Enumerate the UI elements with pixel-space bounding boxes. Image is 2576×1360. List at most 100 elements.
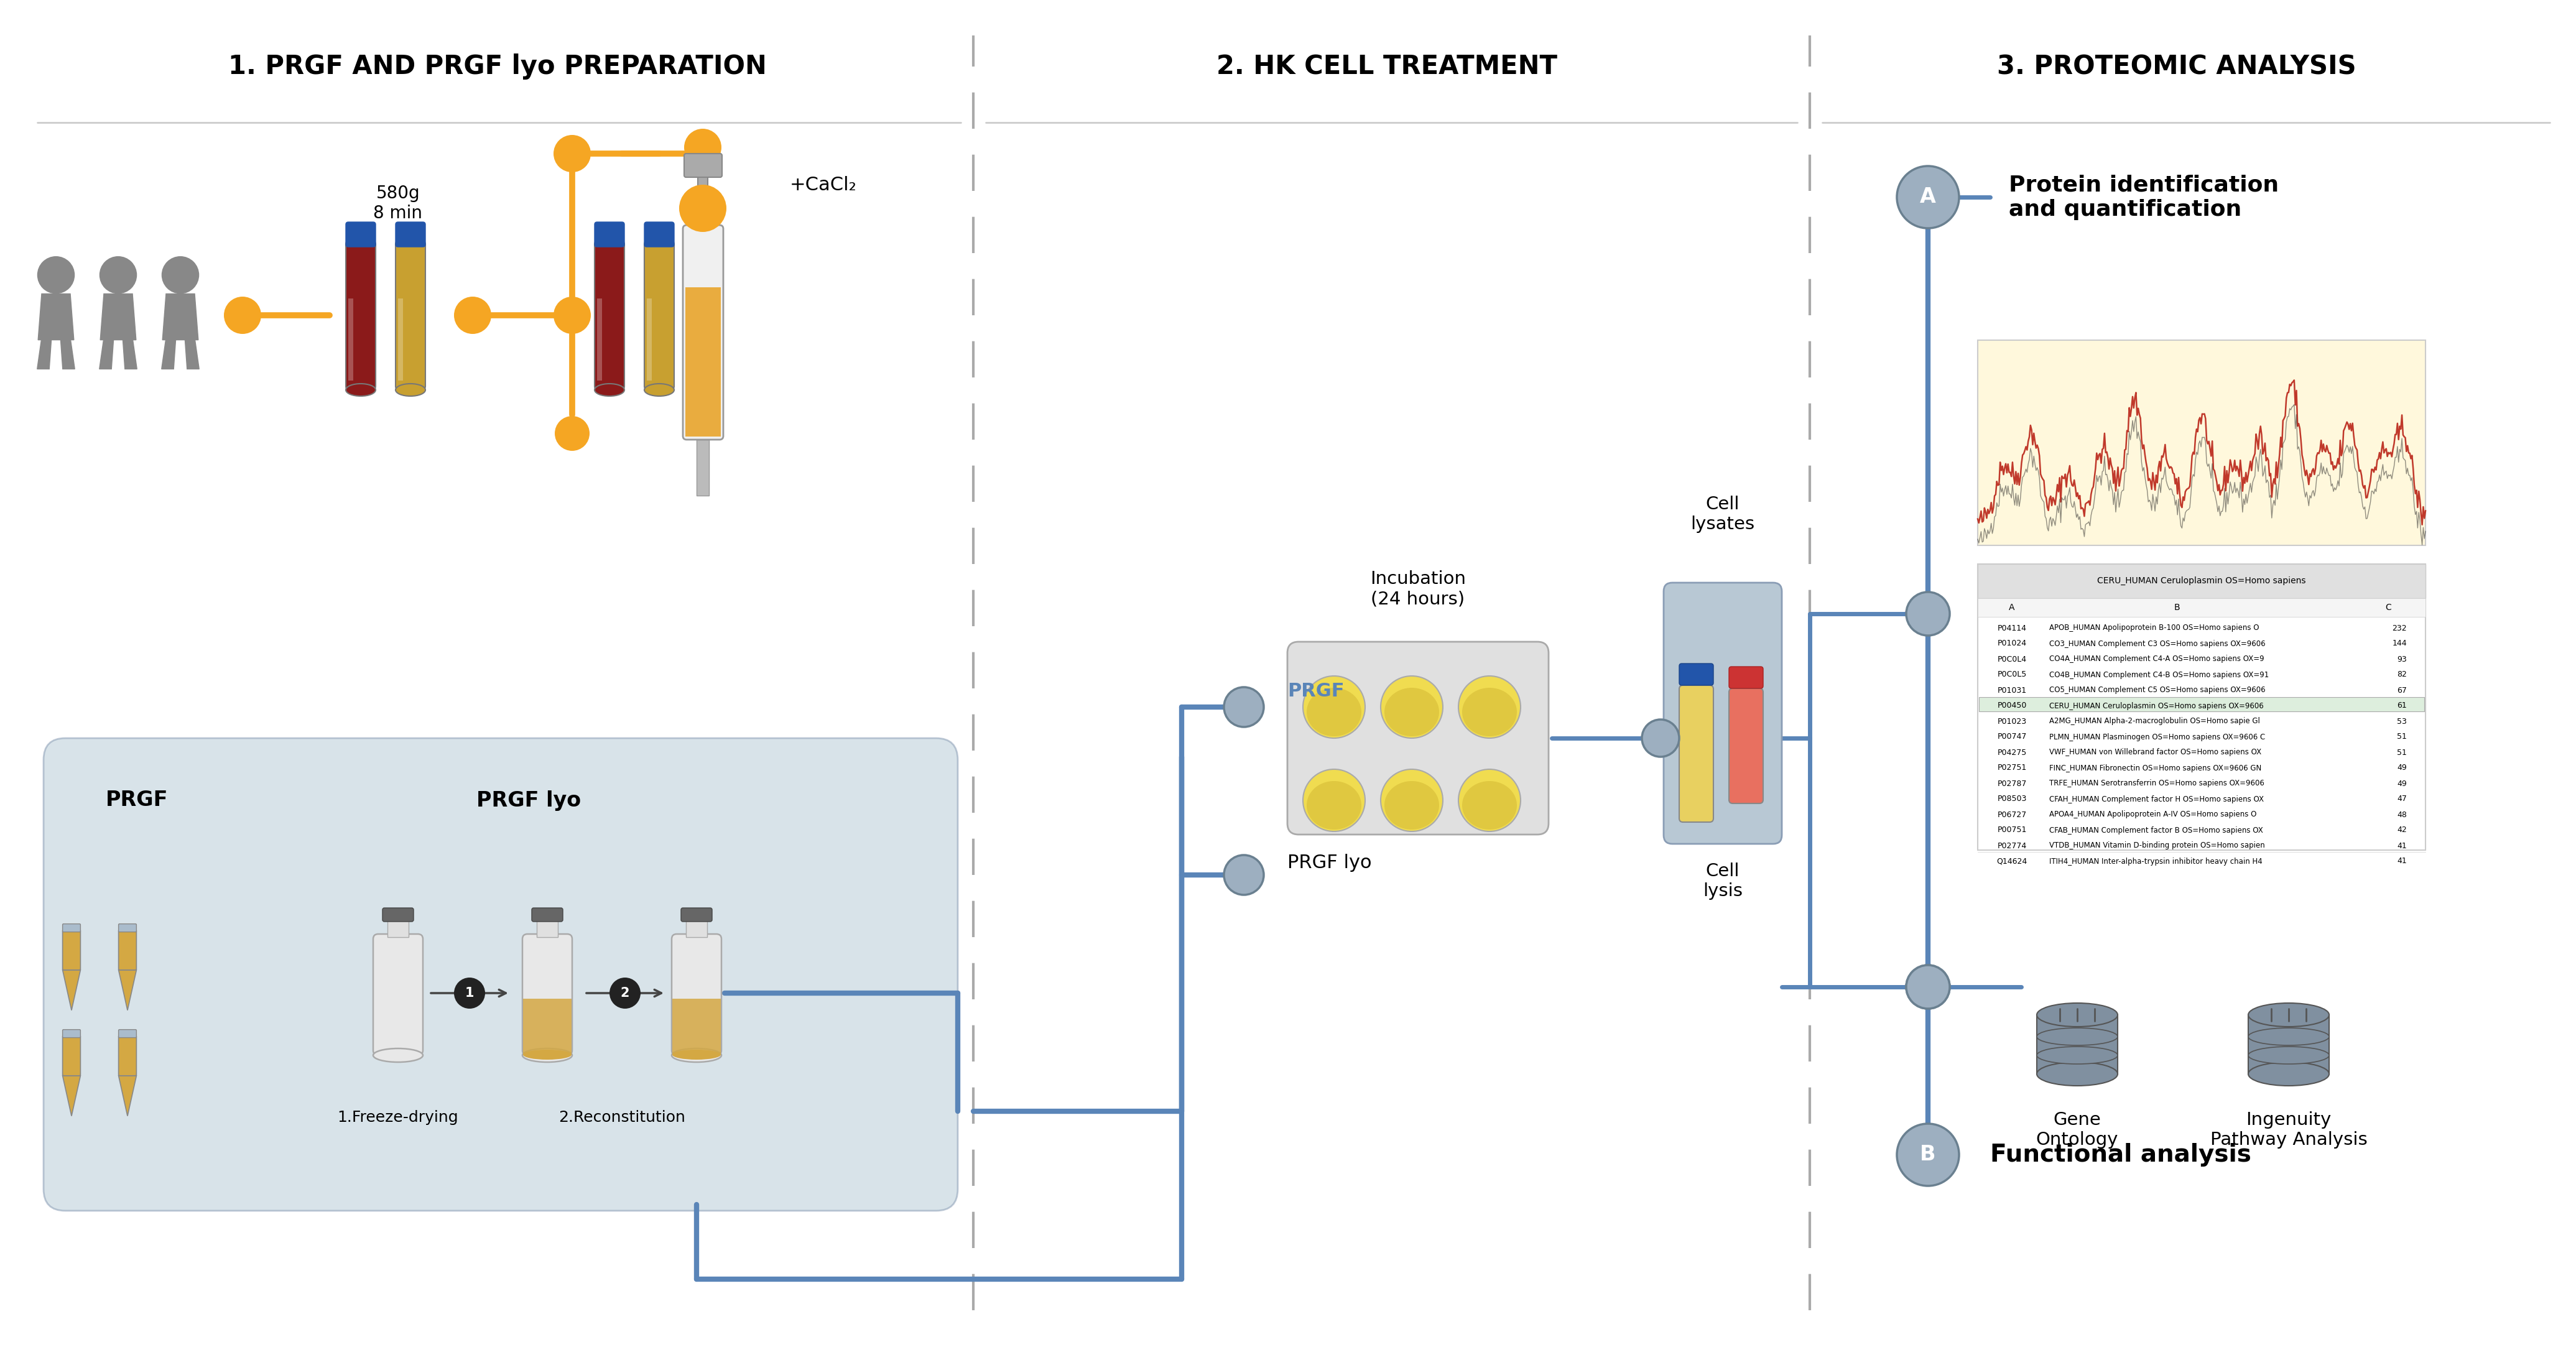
Bar — [696, 439, 708, 495]
Text: P04114: P04114 — [1996, 624, 2027, 632]
FancyBboxPatch shape — [531, 908, 562, 922]
Text: Cell
lysates: Cell lysates — [1690, 495, 1754, 533]
Ellipse shape — [397, 384, 425, 396]
FancyBboxPatch shape — [374, 934, 422, 1055]
Bar — [536, 919, 559, 937]
Text: P00450: P00450 — [1996, 702, 2027, 710]
FancyBboxPatch shape — [1680, 685, 1713, 821]
Text: TRFE_HUMAN Serotransferrin OS=Homo sapiens OX=9606: TRFE_HUMAN Serotransferrin OS=Homo sapie… — [2050, 779, 2264, 787]
Text: Gene
Ontology: Gene Ontology — [2035, 1111, 2117, 1149]
Circle shape — [36, 256, 75, 294]
FancyBboxPatch shape — [595, 241, 623, 390]
Ellipse shape — [1306, 688, 1360, 736]
FancyBboxPatch shape — [397, 241, 425, 390]
Text: 2. HK CELL TREATMENT: 2. HK CELL TREATMENT — [1216, 53, 1558, 80]
FancyBboxPatch shape — [62, 1030, 80, 1038]
FancyBboxPatch shape — [345, 222, 376, 248]
Text: P00751: P00751 — [1996, 826, 2027, 834]
Polygon shape — [36, 337, 52, 369]
Text: 1: 1 — [466, 987, 474, 1000]
Circle shape — [1906, 966, 1950, 1009]
Polygon shape — [185, 337, 198, 369]
Ellipse shape — [523, 1050, 572, 1059]
FancyBboxPatch shape — [62, 930, 80, 970]
Text: 67: 67 — [2396, 687, 2406, 695]
Bar — [1978, 564, 2427, 598]
FancyBboxPatch shape — [381, 908, 415, 922]
FancyBboxPatch shape — [44, 738, 958, 1210]
Circle shape — [611, 978, 641, 1009]
Ellipse shape — [1303, 770, 1365, 831]
Circle shape — [1896, 1123, 1960, 1186]
Text: 1.Freeze-drying: 1.Freeze-drying — [337, 1110, 459, 1125]
Circle shape — [1906, 966, 1950, 1009]
Ellipse shape — [1303, 676, 1365, 738]
Ellipse shape — [374, 1049, 422, 1062]
Ellipse shape — [644, 384, 675, 396]
Bar — [399, 298, 402, 381]
Text: Incubation
(24 hours): Incubation (24 hours) — [1370, 570, 1466, 608]
Ellipse shape — [1458, 676, 1520, 738]
Text: PRGF: PRGF — [106, 790, 167, 811]
Ellipse shape — [1463, 688, 1517, 736]
Ellipse shape — [2038, 1062, 2117, 1085]
Polygon shape — [162, 294, 198, 340]
Text: P02787: P02787 — [1996, 779, 2027, 787]
Bar — [1978, 598, 2427, 617]
Circle shape — [554, 296, 590, 335]
FancyBboxPatch shape — [680, 908, 711, 922]
Text: 580g
8 min: 580g 8 min — [374, 185, 422, 222]
Text: 144: 144 — [2393, 639, 2406, 647]
Text: 51: 51 — [2396, 733, 2406, 741]
Text: P01023: P01023 — [1996, 717, 2027, 725]
FancyBboxPatch shape — [1288, 642, 1548, 835]
Text: 82: 82 — [2396, 670, 2406, 679]
Text: 232: 232 — [2393, 624, 2406, 632]
FancyBboxPatch shape — [62, 923, 80, 932]
Text: 3. PROTEOMIC ANALYSIS: 3. PROTEOMIC ANALYSIS — [1996, 53, 2357, 80]
Ellipse shape — [2038, 1047, 2117, 1064]
Text: Ingenuity
Pathway Analysis: Ingenuity Pathway Analysis — [2210, 1111, 2367, 1149]
FancyBboxPatch shape — [1680, 664, 1713, 685]
Bar — [1978, 564, 2427, 850]
Text: 1. PRGF AND PRGF lyo PREPARATION: 1. PRGF AND PRGF lyo PREPARATION — [229, 53, 768, 80]
FancyBboxPatch shape — [683, 226, 724, 439]
Ellipse shape — [2249, 1004, 2329, 1027]
Polygon shape — [124, 337, 137, 369]
Text: P02751: P02751 — [1996, 764, 2027, 772]
Polygon shape — [100, 294, 137, 340]
Text: A: A — [2009, 604, 2014, 612]
Bar — [386, 919, 410, 937]
Ellipse shape — [672, 1050, 721, 1059]
Ellipse shape — [2249, 1047, 2329, 1064]
Polygon shape — [162, 337, 175, 369]
Ellipse shape — [2249, 1062, 2329, 1085]
Polygon shape — [118, 970, 137, 1010]
Text: 42: 42 — [2398, 826, 2406, 834]
Text: P0C0L5: P0C0L5 — [1996, 670, 2027, 679]
Text: 48: 48 — [2396, 811, 2406, 819]
Text: 47: 47 — [2396, 796, 2406, 804]
Text: P08503: P08503 — [1996, 796, 2027, 804]
Ellipse shape — [1383, 688, 1440, 736]
Circle shape — [162, 256, 198, 294]
Bar — [348, 298, 353, 381]
Ellipse shape — [2249, 1028, 2329, 1046]
Ellipse shape — [2038, 1004, 2117, 1027]
Bar — [647, 298, 652, 381]
FancyBboxPatch shape — [1728, 666, 1762, 688]
Text: 51: 51 — [2396, 748, 2406, 756]
Text: A2MG_HUMAN Alpha-2-macroglobulin OS=Homo sapie Gl: A2MG_HUMAN Alpha-2-macroglobulin OS=Homo… — [2050, 717, 2259, 725]
FancyBboxPatch shape — [644, 241, 675, 390]
Text: PRGF: PRGF — [1288, 683, 1345, 700]
Circle shape — [1224, 855, 1265, 895]
Polygon shape — [100, 337, 113, 369]
Ellipse shape — [2038, 1028, 2117, 1046]
Text: CO4A_HUMAN Complement C4-A OS=Homo sapiens OX=9: CO4A_HUMAN Complement C4-A OS=Homo sapie… — [2050, 656, 2264, 664]
Text: CERU_HUMAN Ceruloplasmin OS=Homo sapiens OX=9606: CERU_HUMAN Ceruloplasmin OS=Homo sapiens… — [2050, 702, 2264, 710]
Text: 49: 49 — [2398, 779, 2406, 787]
Text: P04275: P04275 — [1996, 748, 2027, 756]
Circle shape — [685, 129, 721, 166]
Polygon shape — [118, 1076, 137, 1117]
FancyBboxPatch shape — [62, 1035, 80, 1076]
